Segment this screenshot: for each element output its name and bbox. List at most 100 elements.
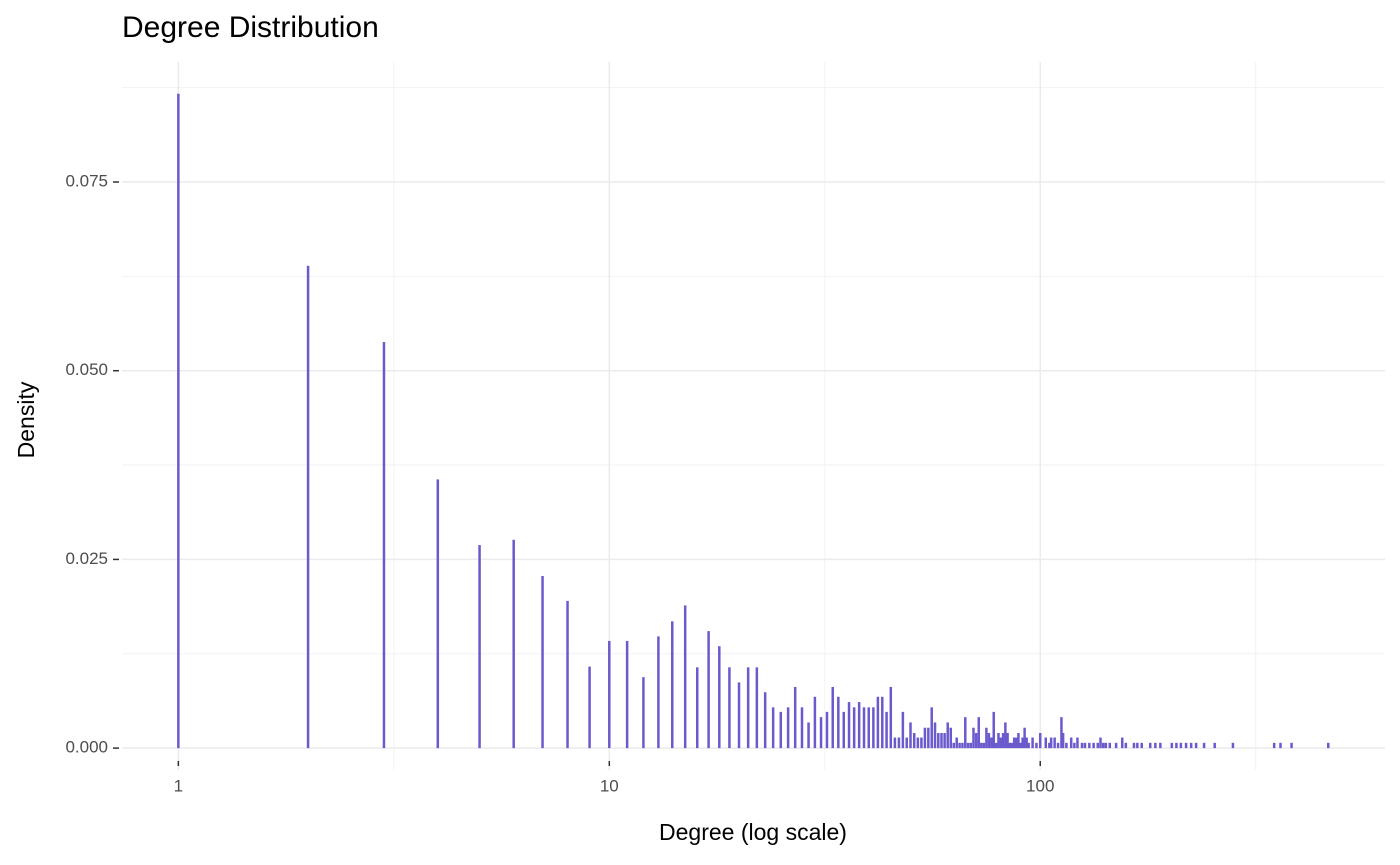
bar <box>1159 742 1162 749</box>
bar <box>306 265 310 749</box>
bar <box>541 576 544 749</box>
bar <box>1148 742 1152 749</box>
bar <box>807 722 810 749</box>
bar <box>969 742 973 749</box>
bar <box>1044 737 1048 749</box>
bar <box>987 733 991 749</box>
bar <box>972 727 975 749</box>
bar <box>1035 742 1038 749</box>
bar <box>920 737 923 749</box>
bar <box>1065 742 1068 749</box>
bar <box>943 733 946 749</box>
bar <box>786 707 790 749</box>
bar <box>1179 742 1183 749</box>
bar <box>771 707 775 749</box>
bar <box>1083 742 1087 749</box>
bar <box>512 539 515 749</box>
bar <box>1121 737 1124 749</box>
bar <box>852 707 856 749</box>
bar <box>657 636 660 749</box>
bar <box>897 737 901 749</box>
bar <box>923 727 927 749</box>
bar <box>671 621 674 749</box>
bar <box>1189 742 1193 749</box>
x-tick-label: 100 <box>1026 776 1054 795</box>
bar <box>1099 737 1102 749</box>
bar <box>707 631 710 749</box>
bar <box>992 711 995 749</box>
bar <box>1154 742 1157 749</box>
bar <box>1076 737 1079 749</box>
bar <box>1056 742 1060 749</box>
x-tick-label: 10 <box>600 776 619 795</box>
bar <box>819 717 823 749</box>
bar <box>1132 742 1136 749</box>
bar <box>1114 742 1118 749</box>
bar <box>1073 742 1076 749</box>
bar <box>813 696 817 749</box>
bar <box>876 696 880 749</box>
bar <box>1017 733 1020 749</box>
bar <box>889 686 893 749</box>
bar <box>1008 742 1012 749</box>
bar <box>1069 737 1073 749</box>
bar <box>625 640 629 749</box>
bar <box>1080 742 1084 749</box>
bar <box>837 696 840 749</box>
bar <box>1108 742 1112 749</box>
bar <box>930 707 933 749</box>
bar <box>927 727 930 749</box>
bar <box>566 600 569 749</box>
bar <box>1053 737 1056 749</box>
bar <box>994 742 998 749</box>
bar <box>1231 742 1235 749</box>
bar <box>1170 742 1174 749</box>
bar <box>946 722 949 749</box>
bar <box>1021 737 1024 749</box>
bar <box>933 722 937 749</box>
bar <box>949 727 953 749</box>
bar <box>1048 742 1051 749</box>
bar <box>800 707 804 749</box>
bar <box>608 640 611 749</box>
bar <box>696 667 699 749</box>
bar <box>1279 742 1282 749</box>
bar <box>982 742 986 749</box>
bar <box>857 702 861 749</box>
bar <box>990 737 993 749</box>
y-tick-label: 0.075 <box>65 171 108 190</box>
bar <box>966 742 970 749</box>
bar <box>588 666 591 749</box>
bar <box>1010 742 1014 749</box>
bar <box>909 722 912 749</box>
bar <box>1140 742 1143 749</box>
bar <box>862 707 866 749</box>
bar <box>436 479 440 749</box>
y-tick-label: 0.000 <box>65 738 108 757</box>
bar <box>1001 733 1005 749</box>
bar <box>940 733 943 749</box>
bar <box>1023 727 1026 749</box>
bar <box>763 692 767 749</box>
bar <box>755 667 759 749</box>
bar <box>958 742 961 749</box>
chart-title: Degree Distribution <box>122 11 379 44</box>
bar <box>1012 737 1016 749</box>
bar <box>1019 742 1022 749</box>
bar <box>842 711 846 749</box>
bar <box>825 711 829 749</box>
bar <box>881 696 884 749</box>
bar <box>952 742 956 749</box>
bar <box>901 711 905 749</box>
bar <box>1061 733 1065 749</box>
bar <box>1104 742 1108 749</box>
bar <box>718 646 721 749</box>
bar <box>728 667 731 749</box>
bar <box>1290 742 1293 749</box>
bar <box>1015 737 1018 749</box>
bar <box>977 717 981 749</box>
bar <box>999 737 1003 749</box>
bar <box>905 737 908 749</box>
bar <box>1136 742 1139 749</box>
bar <box>964 717 967 749</box>
